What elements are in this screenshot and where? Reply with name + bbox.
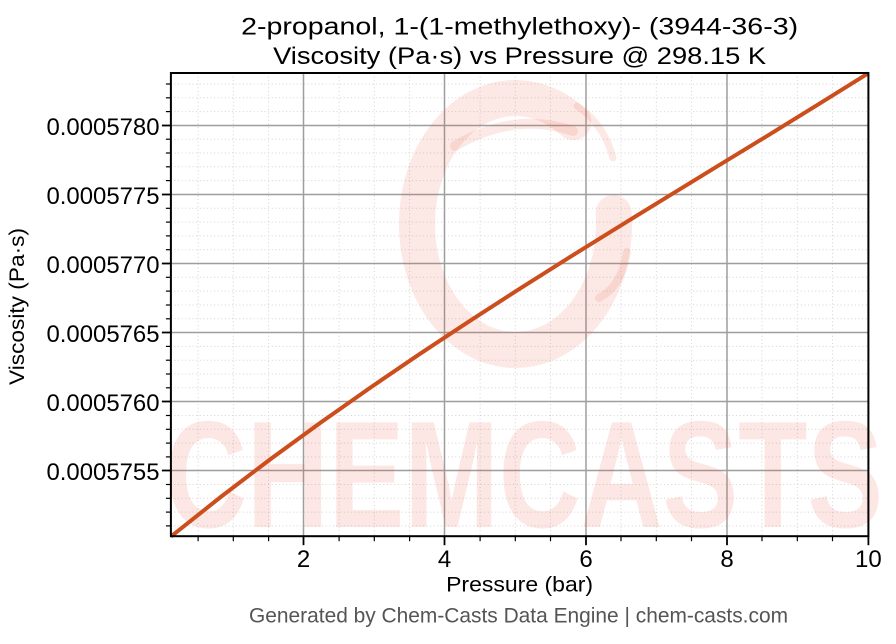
svg-text:0.0005770: 0.0005770 — [47, 252, 160, 279]
svg-text:0.0005755: 0.0005755 — [47, 459, 160, 486]
svg-text:0.0005765: 0.0005765 — [47, 321, 160, 348]
svg-text:10: 10 — [855, 546, 882, 573]
svg-text:8: 8 — [720, 546, 733, 573]
svg-text:Generated by Chem-Casts Data E: Generated by Chem-Casts Data Engine | ch… — [249, 604, 788, 627]
svg-text:0.0005775: 0.0005775 — [47, 183, 160, 210]
svg-text:2-propanol, 1-(1-methylethoxy): 2-propanol, 1-(1-methylethoxy)- (3944-36… — [241, 13, 798, 40]
svg-text:0.0005760: 0.0005760 — [47, 390, 160, 417]
svg-text:Viscosity (Pa·s): Viscosity (Pa·s) — [5, 228, 29, 385]
svg-text:Viscosity (Pa·s) vs Pressure @: Viscosity (Pa·s) vs Pressure @ 298.15 K — [273, 43, 766, 70]
svg-text:Pressure (bar): Pressure (bar) — [446, 573, 593, 597]
svg-text:2: 2 — [297, 546, 310, 573]
svg-text:0.0005780: 0.0005780 — [47, 114, 160, 141]
svg-text:CHEMCASTS: CHEMCASTS — [165, 390, 883, 560]
svg-text:4: 4 — [438, 546, 451, 573]
svg-text:6: 6 — [579, 546, 592, 573]
